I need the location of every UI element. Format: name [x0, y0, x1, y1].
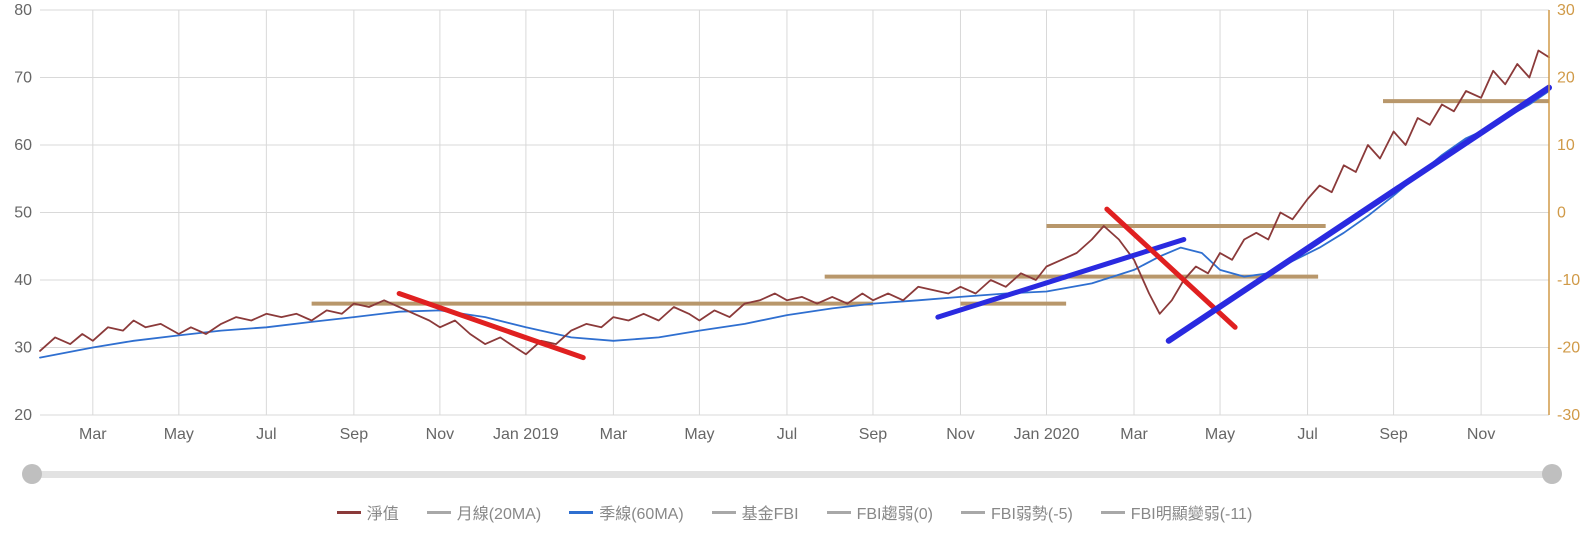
- svg-text:80: 80: [14, 2, 32, 19]
- legend-item[interactable]: 淨值: [337, 500, 399, 524]
- legend-label: 季線(60MA): [599, 506, 683, 523]
- svg-text:-10: -10: [1557, 272, 1580, 289]
- svg-text:0: 0: [1557, 205, 1566, 222]
- svg-text:Mar: Mar: [79, 426, 107, 443]
- svg-text:-20: -20: [1557, 340, 1580, 357]
- legend-swatch: [427, 511, 451, 514]
- legend-item[interactable]: 基金FBI: [712, 500, 799, 524]
- svg-text:40: 40: [14, 272, 32, 289]
- svg-text:70: 70: [14, 70, 32, 87]
- svg-text:May: May: [1205, 426, 1235, 443]
- svg-text:May: May: [164, 426, 194, 443]
- svg-text:Jul: Jul: [777, 426, 797, 443]
- svg-text:Nov: Nov: [1467, 426, 1495, 443]
- svg-text:Jan 2019: Jan 2019: [493, 426, 559, 443]
- legend-label: 淨值: [367, 506, 399, 523]
- svg-text:20: 20: [14, 407, 32, 424]
- legend-label: FBI明顯變弱(-11): [1131, 506, 1253, 523]
- legend-swatch: [337, 511, 361, 514]
- svg-text:Sep: Sep: [859, 426, 888, 443]
- legend-label: 月線(20MA): [457, 506, 541, 523]
- svg-text:20: 20: [1557, 70, 1575, 87]
- slider-handle-left[interactable]: [22, 464, 42, 484]
- legend-label: 基金FBI: [742, 506, 799, 523]
- legend-swatch: [1101, 511, 1125, 514]
- svg-text:Nov: Nov: [426, 426, 454, 443]
- slider-track: [32, 471, 1552, 478]
- legend-swatch: [569, 511, 593, 514]
- svg-text:Jul: Jul: [256, 426, 276, 443]
- legend-swatch: [961, 511, 985, 514]
- legend: 淨值 月線(20MA) 季線(60MA) 基金FBI FBI趨弱(0) FBI弱勢(-5)…: [0, 500, 1589, 524]
- svg-text:May: May: [684, 426, 714, 443]
- legend-item[interactable]: FBI弱勢(-5): [961, 500, 1073, 524]
- legend-label: FBI弱勢(-5): [991, 506, 1073, 523]
- legend-item[interactable]: 季線(60MA): [569, 500, 683, 524]
- svg-text:Mar: Mar: [600, 426, 628, 443]
- svg-text:30: 30: [1557, 2, 1575, 19]
- legend-swatch: [712, 511, 736, 514]
- svg-text:Nov: Nov: [946, 426, 974, 443]
- chart-svg: 20 30 40 50 60 70 80 -30 -20 -10 0 10 20 30 Mar May Jul S…: [0, 0, 1589, 460]
- svg-text:60: 60: [14, 137, 32, 154]
- plot-area[interactable]: 20 30 40 50 60 70 80 -30 -20 -10 0 10 20 30 Mar May Jul S…: [0, 0, 1589, 460]
- svg-text:-30: -30: [1557, 407, 1580, 424]
- legend-item[interactable]: FBI明顯變弱(-11): [1101, 500, 1253, 524]
- slider-handle-right[interactable]: [1542, 464, 1562, 484]
- svg-text:Jul: Jul: [1297, 426, 1317, 443]
- svg-text:Sep: Sep: [340, 426, 369, 443]
- svg-text:Sep: Sep: [1379, 426, 1408, 443]
- svg-text:50: 50: [14, 205, 32, 222]
- chart-container: 20 30 40 50 60 70 80 -30 -20 -10 0 10 20 30 Mar May Jul S…: [0, 0, 1589, 540]
- svg-text:10: 10: [1557, 137, 1575, 154]
- legend-label: FBI趨弱(0): [857, 506, 933, 523]
- legend-item[interactable]: FBI趨弱(0): [827, 500, 933, 524]
- svg-text:Mar: Mar: [1120, 426, 1148, 443]
- range-slider[interactable]: [32, 462, 1552, 486]
- svg-text:Jan 2020: Jan 2020: [1014, 426, 1080, 443]
- legend-item[interactable]: 月線(20MA): [427, 500, 541, 524]
- legend-swatch: [827, 511, 851, 514]
- svg-text:30: 30: [14, 340, 32, 357]
